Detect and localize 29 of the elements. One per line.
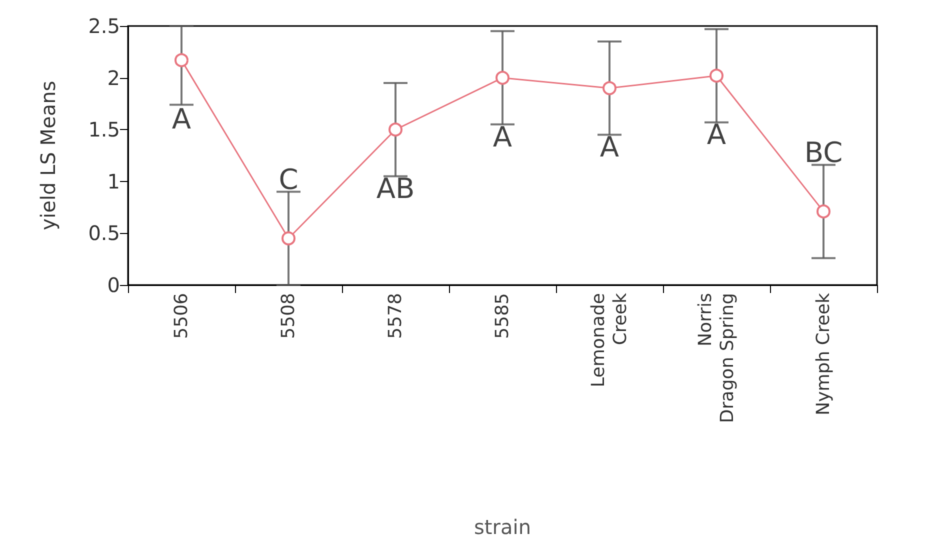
y-tick-label: 0 [107, 273, 120, 297]
y-tick-label: 0.5 [88, 221, 120, 246]
point [816, 204, 830, 218]
point [602, 81, 616, 96]
y-tick-label: 1 [107, 169, 120, 194]
x-tick-label: 5585 [492, 293, 513, 339]
annotation: A [600, 130, 620, 164]
point [496, 70, 510, 85]
x-tick-label: 5578 [385, 293, 406, 339]
point [282, 231, 296, 246]
y-tick-label: 1.5 [88, 118, 120, 142]
y-tick-label: 2 [107, 66, 120, 90]
x-tick-label: Nymph Creek [813, 292, 834, 416]
annotation: A [706, 118, 726, 152]
annotation: C [278, 162, 298, 196]
y-axis-title: yield LS Means [36, 80, 60, 230]
x-tick-label: Norris Dragon Spring [695, 293, 738, 423]
x-tick-label: Lemonade Creek [588, 292, 631, 388]
point [710, 68, 724, 83]
x-tick-label: 5506 [171, 293, 192, 339]
y-tick-label: 2.5 [88, 14, 120, 38]
annotation: A [492, 120, 512, 154]
x-axis-title: strain [474, 515, 531, 539]
annotation: BC [804, 136, 843, 169]
point [174, 53, 188, 68]
annotation: A [172, 102, 192, 136]
x-tick-label: 5508 [278, 293, 299, 339]
annotation: AB [376, 172, 415, 206]
point [388, 122, 402, 137]
